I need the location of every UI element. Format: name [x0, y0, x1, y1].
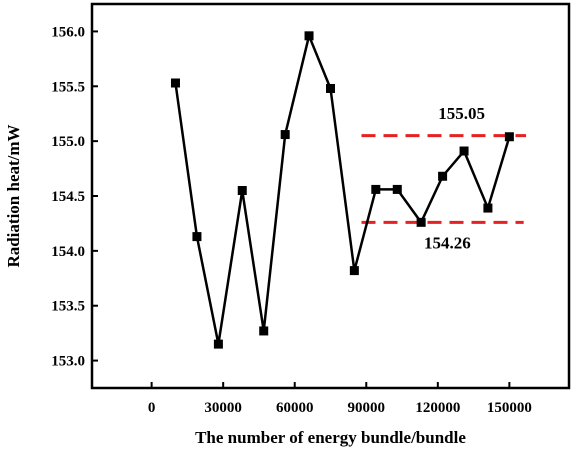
annotations: 155.05 154.26 — [424, 104, 485, 252]
data-point — [304, 31, 314, 41]
data-point — [280, 130, 290, 140]
y-axis-ticks: 153.0 153.5 154.0 154.5 155.0 155.5 156.0 — [51, 24, 98, 370]
x-tick-label: 150000 — [487, 400, 532, 416]
y-tick-label: 156.0 — [51, 24, 85, 40]
y-tick-label: 155.5 — [51, 79, 85, 95]
data-point — [213, 339, 223, 349]
data-point — [349, 266, 359, 276]
data-point — [504, 132, 514, 142]
x-tick-label: 0 — [148, 400, 156, 416]
data-point — [259, 326, 269, 336]
y-tick-label: 153.5 — [51, 299, 85, 315]
reference-lines — [361, 134, 527, 224]
y-tick-label: 155.0 — [51, 134, 85, 150]
data-point — [371, 184, 381, 194]
reference-line-label: 154.26 — [424, 234, 471, 253]
plot-frame — [90, 2, 571, 390]
x-tick-label: 60000 — [276, 400, 314, 416]
y-tick-label: 154.5 — [51, 189, 85, 205]
y-axis-title: Radiation heat/mW — [4, 124, 23, 267]
y-tick-label: 153.0 — [51, 354, 85, 370]
data-point — [192, 232, 202, 242]
data-point — [416, 217, 426, 227]
data-series — [170, 31, 514, 349]
x-tick-label: 120000 — [415, 400, 460, 416]
data-point — [326, 83, 335, 93]
x-tick-label: 30000 — [204, 400, 242, 416]
y-tick-label: 154.0 — [51, 244, 85, 260]
data-point — [170, 78, 180, 88]
data-point — [483, 203, 493, 213]
series-line — [174, 34, 511, 346]
data-point — [392, 184, 402, 194]
x-axis-ticks: 0 30000 60000 90000 120000 150000 — [148, 382, 532, 416]
reference-line-label: 155.05 — [438, 104, 485, 123]
data-point — [237, 186, 247, 196]
data-point — [438, 171, 448, 181]
x-axis-title: The number of energy bundle/bundle — [195, 428, 466, 447]
x-tick-label: 90000 — [348, 400, 386, 416]
data-point — [459, 146, 469, 156]
